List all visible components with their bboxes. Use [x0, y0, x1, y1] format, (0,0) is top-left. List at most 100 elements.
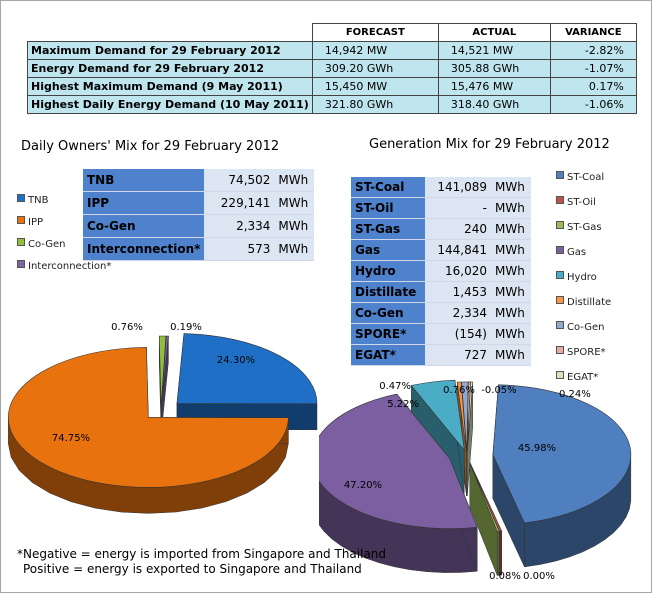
footnote: *Negative = energy is imported from Sing…: [17, 547, 386, 577]
legend-swatch: [556, 321, 564, 329]
owners-unit: MWh: [274, 169, 315, 192]
actual-header: ACTUAL: [437, 23, 551, 42]
summary-actual: 318.40 GWh: [437, 95, 551, 114]
generation-value: 1,453: [425, 281, 491, 303]
generation-unit: MWh: [491, 239, 531, 261]
generation-name: EGAT*: [351, 344, 425, 366]
generation-value: 2,334: [425, 302, 491, 324]
pie-label-egat: 0.24%: [559, 389, 591, 400]
pie-slice-st-coal: [492, 384, 632, 524]
legend-swatch: [556, 271, 564, 279]
pie-slice-hydro: [410, 379, 465, 452]
legend-label: Distillate: [567, 297, 612, 308]
generation-row: Gas 144,841 MWh: [351, 239, 531, 261]
summary-label: Highest Daily Energy Demand (10 May 2011…: [27, 95, 313, 114]
legend-swatch: [556, 296, 564, 304]
generation-value: -: [425, 197, 491, 219]
legend-swatch: [17, 260, 25, 268]
generation-table: ST-Coal 141,089 MWh ST-Oil - MWh ST-Gas 240 MW…: [351, 177, 531, 366]
generation-row: SPORE* (154) MWh: [351, 323, 531, 345]
footnote-line-1: *Negative = energy is imported from Sing…: [17, 547, 387, 561]
pie-slice-egat: [466, 381, 474, 452]
owners-name: Interconnection*: [83, 237, 205, 261]
pie-label-hydro: 5.22%: [387, 399, 419, 410]
variance-header: VARIANCE: [549, 23, 637, 42]
generation-name: ST-Gas: [351, 218, 425, 240]
summary-label: Highest Maximum Demand (9 May 2011): [27, 77, 313, 96]
summary-row: Energy Demand for 29 February 2012 309.2…: [27, 59, 637, 78]
generation-pie-chart: 45.98% 0.00%0.08% 47.20% 5.22% 0.47% 0.76% -0.…: [319, 379, 632, 582]
owners-row: Interconnection* 573 MWh: [83, 237, 315, 261]
generation-row: Co-Gen 2,334 MWh: [351, 302, 531, 324]
legend-swatch: [17, 216, 25, 224]
legend-item-interconnection: Interconnection*: [17, 260, 111, 272]
pie-label-gas: 47.20%: [344, 480, 382, 491]
generation-unit: MWh: [491, 323, 531, 345]
pie-label-st-oil: 0.00%: [523, 571, 555, 582]
legend-item-gas: Gas: [556, 246, 586, 258]
summary-row: Highest Daily Energy Demand (10 May 2011…: [27, 95, 637, 114]
legend-item-co-gen: Co-Gen: [556, 321, 605, 333]
generation-row: ST-Gas 240 MWh: [351, 218, 531, 240]
pie-label-tnb: 24.30%: [217, 355, 255, 366]
pie-label-co-gen: 0.76%: [111, 322, 143, 333]
pie-label-interconnection: 0.19%: [170, 322, 202, 333]
pie-slice-tnb: [176, 333, 318, 405]
footnote-line-2: Positive = energy is exported to Singapo…: [23, 562, 362, 576]
legend-swatch: [556, 346, 564, 354]
generation-unit: MWh: [491, 218, 531, 240]
pie-label-distillate: 0.47%: [379, 381, 411, 392]
generation-row: Distillate 1,453 MWh: [351, 281, 531, 303]
summary-forecast: 15,450 MW: [311, 77, 439, 96]
owners-value: 2,334: [204, 214, 275, 238]
legend-label: EGAT*: [567, 372, 599, 383]
legend-item-st-gas: ST-Gas: [556, 221, 602, 233]
summary-forecast: 14,942 MW: [311, 41, 439, 60]
summary-header-row: FORECAST ACTUAL VARIANCE: [28, 23, 637, 42]
generation-unit: MWh: [491, 197, 531, 219]
generation-name: SPORE*: [351, 323, 425, 345]
legend-label: TNB: [28, 195, 49, 206]
legend-item-st-coal: ST-Coal: [556, 171, 604, 183]
generation-unit: MWh: [491, 302, 531, 324]
generation-mix-title: Generation Mix for 29 February 2012: [369, 137, 610, 152]
pie-label-st-coal: 45.98%: [518, 443, 556, 454]
legend-item-tnb: TNB: [17, 194, 48, 206]
generation-value: (154): [425, 323, 491, 345]
owners-mix-title: Daily Owners' Mix for 29 February 2012: [21, 139, 280, 154]
owners-unit: MWh: [274, 214, 315, 238]
summary-variance: -2.82%: [549, 41, 637, 60]
owners-value: 74,502: [204, 169, 275, 192]
legend-item-hydro: Hydro: [556, 271, 597, 283]
legend-swatch: [556, 196, 564, 204]
legend-label: ST-Oil: [567, 197, 596, 208]
generation-row: ST-Coal 141,089 MWh: [351, 177, 531, 198]
pie-slice-ipp: [8, 347, 289, 488]
owners-value: 229,141: [204, 191, 275, 215]
legend-swatch: [556, 371, 564, 379]
owners-unit: MWh: [274, 191, 315, 215]
legend-swatch: [556, 221, 564, 229]
legend-label: Hydro: [567, 272, 597, 283]
generation-name: Hydro: [351, 260, 425, 282]
legend-swatch: [17, 238, 25, 246]
legend-label: SPORE*: [567, 347, 606, 358]
owners-row: IPP 229,141 MWh: [83, 191, 315, 215]
owners-row: Co-Gen 2,334 MWh: [83, 214, 315, 238]
generation-unit: MWh: [491, 344, 531, 366]
pie-slice-gas: [319, 393, 478, 529]
summary-label: Maximum Demand for 29 February 2012: [27, 41, 313, 60]
pie-label-co-gen: 0.76%: [443, 385, 475, 396]
generation-unit: MWh: [491, 281, 531, 303]
generation-value: 144,841: [425, 239, 491, 261]
pie-slice-interconnection: [161, 335, 169, 407]
legend-item-egat: EGAT*: [556, 371, 598, 383]
generation-name: Gas: [351, 239, 425, 261]
summary-forecast: 321.80 GWh: [311, 95, 439, 114]
legend-label: ST-Coal: [567, 172, 605, 183]
legend-label: ST-Gas: [567, 222, 602, 233]
summary-actual: 15,476 MW: [437, 77, 551, 96]
owners-unit: MWh: [274, 237, 315, 261]
pie-label-ipp: 74.75%: [52, 433, 90, 444]
